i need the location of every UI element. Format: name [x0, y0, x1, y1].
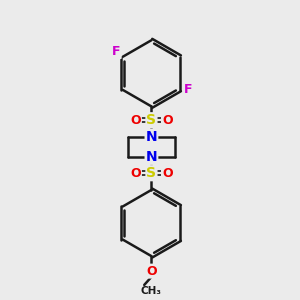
Text: F: F [184, 83, 192, 96]
Text: S: S [146, 166, 156, 180]
Text: O: O [146, 265, 157, 278]
Text: S: S [146, 113, 156, 127]
Text: N: N [146, 130, 157, 144]
Text: N: N [146, 150, 157, 164]
Text: O: O [162, 114, 172, 127]
Text: CH₃: CH₃ [141, 286, 162, 296]
Text: O: O [162, 167, 172, 180]
Text: O: O [130, 114, 141, 127]
Text: O: O [130, 167, 141, 180]
Text: F: F [112, 45, 121, 58]
